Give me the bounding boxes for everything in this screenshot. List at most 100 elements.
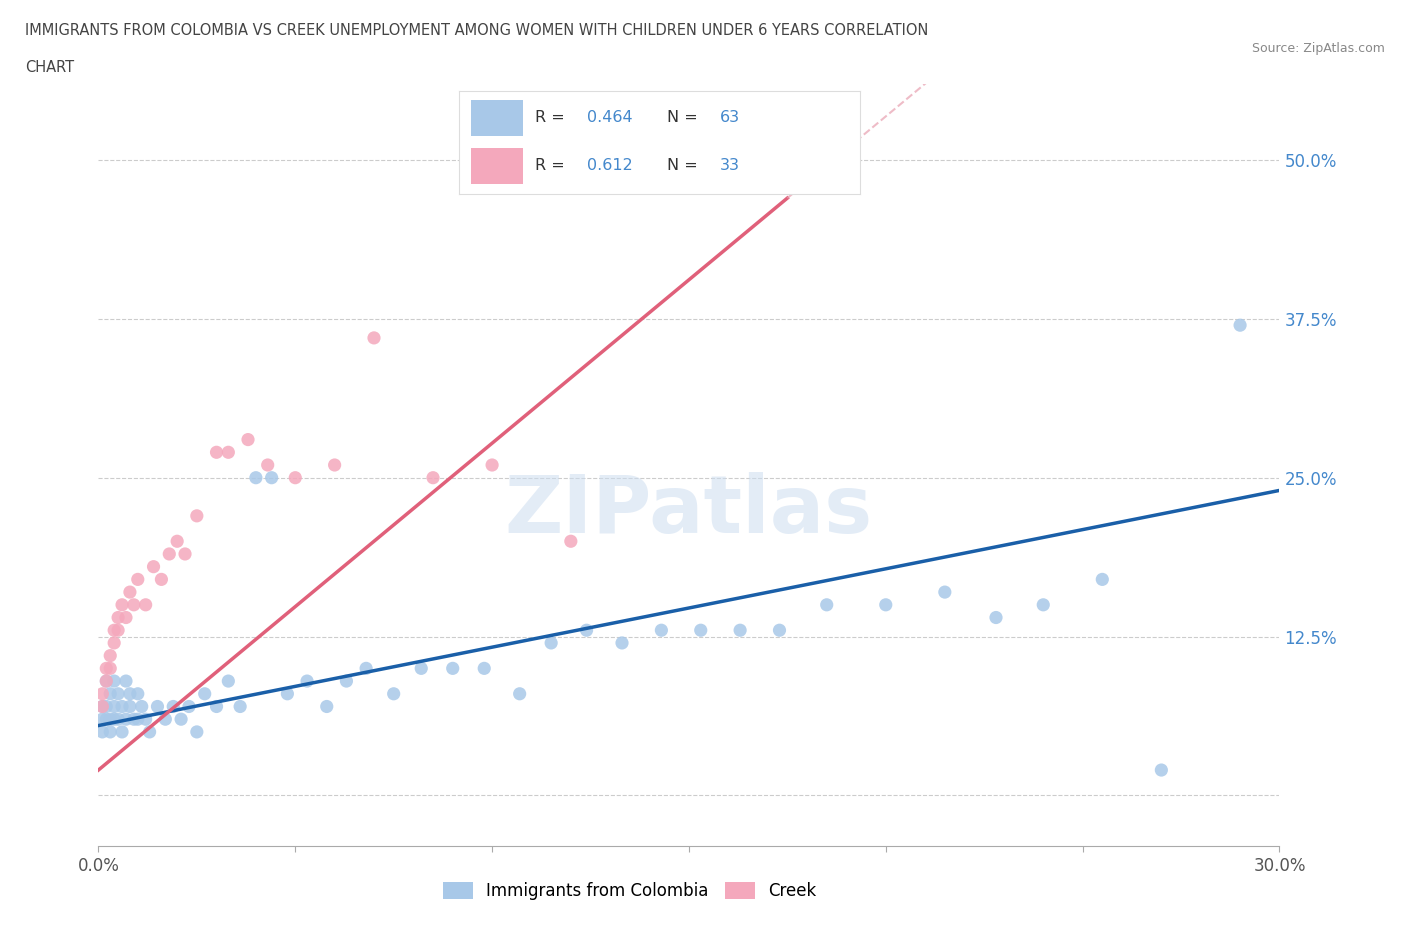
Point [111,699,134,714]
Point [245,471,267,485]
Point [135,711,157,726]
Point [768,623,790,638]
Point [96,711,118,726]
Point [737,153,759,167]
Point [127,686,149,701]
Point [422,471,444,485]
Text: Source: ZipAtlas.com: Source: ZipAtlas.com [1251,42,1385,55]
Point [131,699,153,714]
Point [91,686,114,701]
Point [96,699,118,714]
Point [135,597,157,612]
Point [107,610,129,625]
Point [335,673,357,688]
Point [560,534,582,549]
Point [815,597,838,612]
Point [260,471,283,485]
Point [509,686,531,701]
Point [98,711,121,726]
Point [98,648,121,663]
Point [934,585,956,600]
Point [115,673,138,688]
Point [91,699,114,714]
Legend: Immigrants from Colombia, Creek: Immigrants from Colombia, Creek [436,875,824,907]
Point [138,724,160,739]
Point [875,597,897,612]
Point [540,635,562,650]
Point [96,673,118,688]
Point [98,661,121,676]
Point [115,711,138,726]
Point [984,610,1007,625]
Point [229,699,252,714]
Point [122,597,145,612]
Point [186,724,208,739]
Point [575,623,598,638]
Point [127,711,149,726]
Point [472,661,495,676]
Point [127,572,149,587]
Point [1229,318,1251,333]
Point [91,724,114,739]
Point [481,458,503,472]
Point [150,572,173,587]
Point [194,686,217,701]
Point [118,686,141,701]
Point [170,711,193,726]
Point [236,432,259,447]
Point [315,699,337,714]
Point [363,330,385,345]
Point [107,711,129,726]
Point [166,534,188,549]
Point [157,547,180,562]
Point [650,623,672,638]
Point [103,673,125,688]
Text: CHART: CHART [25,60,75,75]
Point [107,686,129,701]
Text: IMMIGRANTS FROM COLOMBIA VS CREEK UNEMPLOYMENT AMONG WOMEN WITH CHILDREN UNDER 6: IMMIGRANTS FROM COLOMBIA VS CREEK UNEMPL… [25,23,929,38]
Point [205,699,228,714]
Point [411,661,433,676]
Point [217,445,239,459]
Point [217,673,239,688]
Point [115,610,138,625]
Point [610,635,633,650]
Point [205,445,228,459]
Point [103,635,125,650]
Point [103,623,125,638]
Point [728,623,751,638]
Point [1091,572,1114,587]
Point [284,471,307,485]
Point [91,699,114,714]
Point [96,661,118,676]
Point [98,686,121,701]
Point [1150,763,1173,777]
Point [354,661,377,676]
Point [295,673,318,688]
Point [382,686,405,701]
Point [1032,597,1054,612]
Point [107,623,129,638]
Point [111,724,134,739]
Point [111,597,134,612]
Point [98,724,121,739]
Point [441,661,464,676]
Point [142,559,165,574]
Point [146,699,169,714]
Point [122,711,145,726]
Point [186,509,208,524]
Point [118,585,141,600]
Point [323,458,346,472]
Point [103,699,125,714]
Point [276,686,298,701]
Point [103,711,125,726]
Point [162,699,184,714]
Point [256,458,278,472]
Point [155,711,177,726]
Point [96,673,118,688]
Point [177,699,200,714]
Text: ZIPatlas: ZIPatlas [505,472,873,550]
Point [118,699,141,714]
Point [91,711,114,726]
Point [689,623,711,638]
